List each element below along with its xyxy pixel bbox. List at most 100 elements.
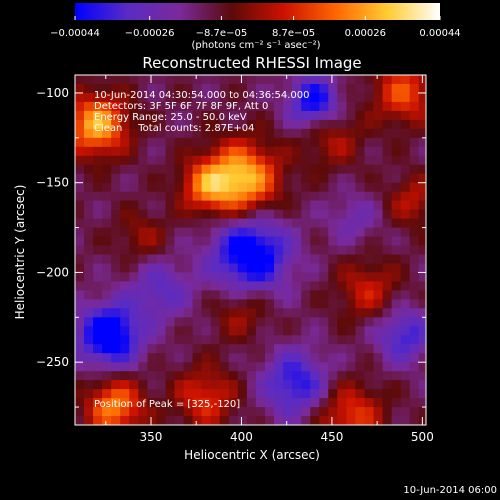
heatmap-cell (147, 75, 157, 85)
heatmap-cell (382, 254, 393, 265)
heatmap-cell (310, 173, 320, 184)
heatmap-cell (274, 245, 284, 256)
heatmap-cell (409, 308, 420, 318)
heatmap-cell (138, 263, 148, 274)
heatmap-cell (102, 398, 112, 408)
heatmap-cell (147, 353, 157, 363)
heatmap-cell (102, 317, 112, 327)
heatmap-cell (328, 101, 338, 112)
heatmap-cell (75, 182, 85, 193)
heatmap-cell (138, 128, 148, 139)
heatmap-cell (237, 407, 248, 417)
heatmap-cell (120, 281, 130, 291)
heatmap-cell (355, 84, 365, 94)
heatmap-cell (201, 308, 212, 318)
heatmap-cell (364, 344, 375, 354)
heatmap-cell (228, 128, 239, 139)
heatmap-cell (319, 128, 329, 139)
heatmap-cell (102, 146, 112, 157)
heatmap-cell (283, 101, 293, 112)
heatmap-cell (301, 371, 311, 381)
heatmap-cell (84, 236, 94, 247)
heatmap-cell (400, 335, 411, 345)
heatmap-cell (246, 326, 257, 336)
heatmap-cell (228, 263, 239, 274)
heatmap-cell (319, 110, 329, 121)
heatmap-cell (355, 281, 365, 291)
heatmap-cell (373, 416, 384, 425)
heatmap-cell (274, 335, 284, 345)
heatmap-image (75, 75, 426, 425)
heatmap-cell (75, 75, 85, 85)
heatmap-cell (292, 209, 302, 220)
heatmap-cell (183, 389, 194, 399)
heatmap-cell (237, 371, 248, 381)
heatmap-cell (93, 155, 103, 166)
heatmap-cell (337, 200, 347, 211)
heatmap-cell (237, 362, 248, 372)
heatmap-cell (120, 416, 130, 425)
heatmap-cell (283, 164, 293, 175)
heatmap-cell (84, 407, 94, 417)
heatmap-cell (274, 173, 284, 184)
heatmap-cell (310, 75, 320, 85)
heatmap-cell (84, 389, 94, 399)
heatmap-cell (210, 398, 221, 408)
heatmap-cell (319, 299, 329, 309)
heatmap-cell (201, 353, 212, 363)
heatmap-cell (156, 344, 166, 354)
heatmap-cell (174, 380, 185, 390)
heatmap-cell (292, 191, 302, 202)
heatmap-cell (355, 137, 365, 148)
heatmap-cell (210, 182, 221, 193)
heatmap-cell (310, 353, 320, 363)
heatmap-cell (120, 299, 130, 309)
heatmap-cell (373, 191, 384, 202)
heatmap-cell (156, 191, 166, 202)
heatmap-cell (246, 236, 257, 247)
heatmap-cell (138, 317, 148, 327)
heatmap-cell (183, 101, 194, 112)
heatmap-cell (228, 155, 239, 166)
heatmap-cell (292, 75, 302, 85)
heatmap-cell (255, 299, 266, 309)
heatmap-cell (391, 119, 402, 130)
heatmap-cell (255, 371, 266, 381)
heatmap-cell (84, 92, 94, 103)
heatmap-cell (75, 407, 85, 417)
heatmap-cell (237, 92, 248, 103)
heatmap-cell (265, 119, 275, 130)
heatmap-cell (120, 254, 130, 265)
heatmap-cell (228, 164, 239, 175)
heatmap-cell (138, 218, 148, 229)
heatmap-cell (129, 84, 139, 94)
heatmap-cell (174, 281, 185, 291)
heatmap-cell (129, 218, 139, 229)
heatmap-cell (328, 353, 338, 363)
heatmap-cell (93, 236, 103, 247)
heatmap-cell (409, 146, 420, 157)
heatmap-cell (355, 308, 365, 318)
heatmap-cell (301, 191, 311, 202)
heatmap-cell (147, 119, 157, 130)
heatmap-cell (219, 209, 230, 220)
heatmap-cell (75, 92, 85, 103)
heatmap-cell (310, 119, 320, 130)
heatmap-cell (310, 362, 320, 372)
heatmap-cell (265, 407, 275, 417)
heatmap-cell (93, 75, 103, 85)
heatmap-cell (382, 200, 393, 211)
heatmap-cell (418, 119, 426, 130)
heatmap-cell (400, 245, 411, 256)
heatmap-cell (120, 335, 130, 345)
heatmap-cell (201, 263, 212, 274)
y-tick-label: −150 (36, 176, 69, 190)
heatmap-cell (274, 317, 284, 327)
heatmap-cell (319, 155, 329, 166)
heatmap-cell (418, 182, 426, 193)
heatmap-cell (219, 227, 230, 238)
heatmap-cell (237, 128, 248, 139)
heatmap-cell (409, 128, 420, 139)
heatmap-cell (156, 92, 166, 103)
heatmap-cell (346, 182, 356, 193)
